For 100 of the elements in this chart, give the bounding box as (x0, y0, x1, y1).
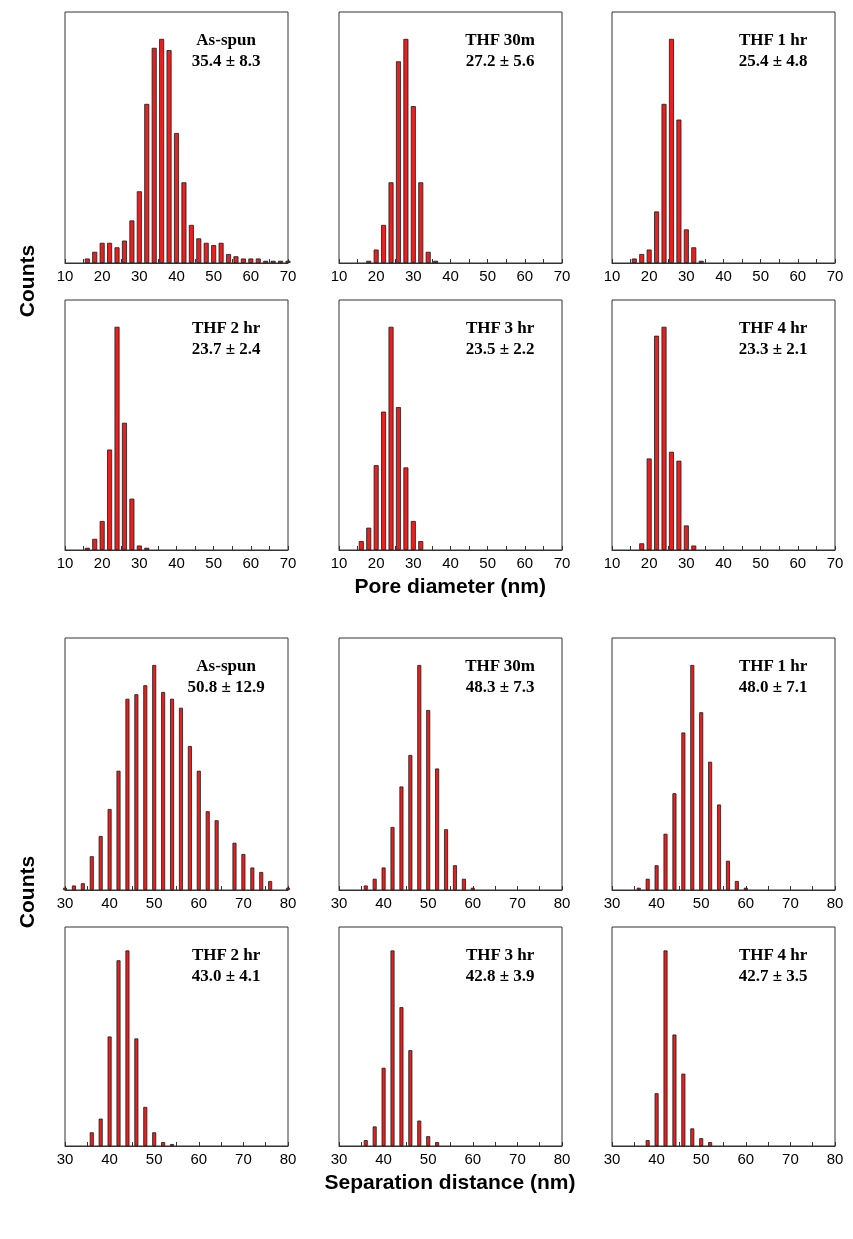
bar (107, 242, 113, 263)
bar (178, 707, 183, 890)
x-tick-label: 30 (677, 267, 695, 284)
text: 27.2 ± 5.6 (465, 51, 535, 70)
x-tick-label: 40 (715, 554, 732, 571)
x-tick-label: 60 (190, 894, 208, 911)
x-tick-label: 30 (130, 554, 148, 571)
bar (121, 240, 127, 263)
bar (435, 768, 440, 890)
x-tick-label: 50 (419, 894, 437, 911)
x-tick-label: 50 (205, 554, 223, 571)
bar (388, 182, 394, 263)
bar (631, 258, 637, 263)
x-tick-label: 50 (145, 894, 163, 911)
bar (92, 251, 98, 263)
bar (114, 326, 120, 550)
x-tick-label: 30 (677, 554, 695, 571)
x-tick-label: 60 (516, 554, 534, 571)
bar (373, 249, 379, 263)
x-tick-label: 70 (553, 267, 571, 284)
bar (717, 804, 722, 890)
bar (645, 878, 650, 890)
x-tick-label: 80 (279, 894, 297, 911)
bar (395, 407, 401, 550)
x-tick-label: 30 (404, 554, 422, 571)
bar (71, 885, 76, 890)
bar (372, 878, 377, 890)
x-tick-label: 70 (279, 267, 297, 284)
bar (646, 249, 652, 263)
bar (372, 1126, 377, 1146)
x-tick-label: 10 (330, 267, 348, 284)
bar (358, 541, 364, 550)
text: 25.4 ± 4.8 (738, 51, 808, 70)
chart-title: THF 30m (465, 656, 535, 675)
bar (233, 256, 239, 263)
bar (366, 527, 372, 550)
bar (259, 872, 264, 890)
x-tick-label: 60 (737, 894, 755, 911)
bar (654, 335, 660, 550)
bar (681, 732, 686, 890)
bar (426, 1136, 431, 1146)
bar (410, 106, 416, 263)
bar (676, 119, 682, 263)
text: 23.3 ± 2.1 (738, 339, 808, 358)
bar (89, 1132, 94, 1146)
text: 23.7 ± 2.4 (191, 339, 262, 358)
bar (268, 881, 273, 890)
text: 42.8 ± 3.9 (465, 966, 535, 985)
x-tick-label: 40 (101, 894, 118, 911)
x-tick-label: 50 (479, 267, 497, 284)
bar (410, 520, 416, 550)
bar (426, 710, 431, 890)
text: 50.8 ± 12.9 (187, 677, 265, 696)
bar (232, 842, 237, 890)
x-tick-label: 50 (145, 1150, 163, 1167)
bar (683, 229, 689, 263)
x-tick-label: 80 (553, 1150, 571, 1167)
bar (107, 1036, 112, 1146)
x-tick-label: 30 (330, 894, 348, 911)
bar (99, 242, 105, 263)
bar (403, 38, 409, 263)
bar (663, 950, 668, 1146)
x-tick-label: 30 (130, 267, 148, 284)
bar (691, 545, 697, 550)
bar (205, 811, 210, 890)
bar (395, 61, 401, 263)
x-tick-label: 60 (516, 267, 534, 284)
bar (241, 854, 246, 890)
bar (134, 694, 139, 890)
chart-title: THF 4 hr (738, 318, 808, 337)
text: 43.0 ± 4.1 (191, 966, 261, 985)
bar (373, 465, 379, 550)
bar (418, 541, 424, 550)
bar (121, 422, 127, 550)
bar (107, 449, 113, 550)
x-tick-label: 70 (509, 894, 526, 911)
bar (668, 38, 674, 263)
x-tick-label: 70 (553, 554, 571, 571)
x-tick-label: 40 (648, 1150, 665, 1167)
bar (125, 950, 130, 1146)
x-tick-label: 40 (375, 1150, 392, 1167)
x-tick-label: 40 (442, 267, 459, 284)
bar (218, 242, 224, 263)
bar (461, 878, 466, 890)
bar (214, 820, 219, 890)
bar (143, 685, 148, 890)
bar (734, 881, 739, 890)
bar (452, 865, 457, 890)
x-tick-label: 30 (56, 894, 74, 911)
bar (159, 38, 165, 263)
bar (129, 220, 135, 263)
bar (399, 786, 404, 890)
x-tick-label: 30 (404, 267, 422, 284)
chart-title: THF 3 hr (465, 318, 535, 337)
bar (363, 1140, 368, 1146)
x-tick-label: 10 (56, 267, 74, 284)
bar (639, 543, 645, 550)
bar (129, 498, 135, 550)
chart-title: THF 1 hr (738, 656, 808, 675)
bar (116, 770, 121, 890)
